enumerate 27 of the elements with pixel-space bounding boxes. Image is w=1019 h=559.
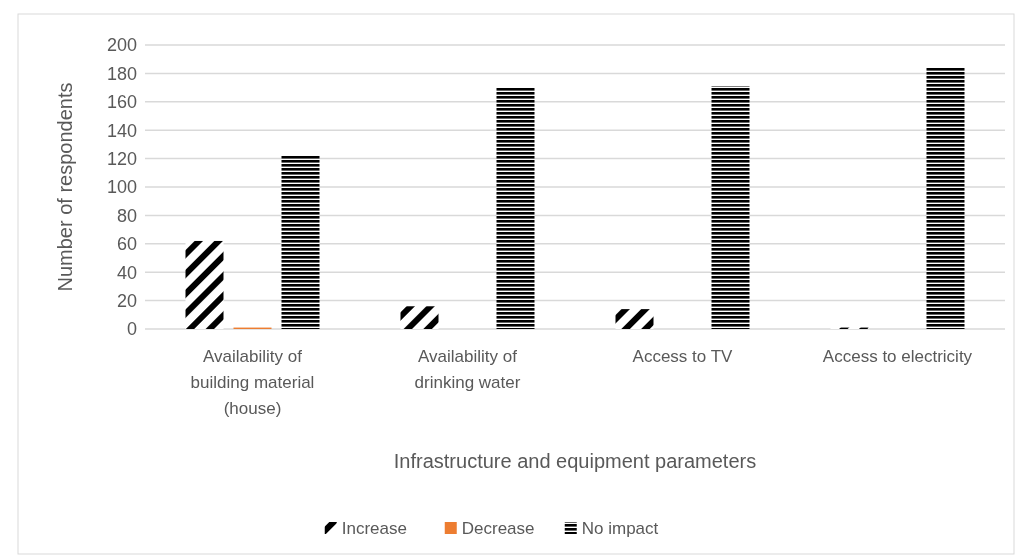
y-axis-title: Number of respondents (54, 82, 76, 292)
y-tick-label: 0 (126, 319, 137, 340)
bar (185, 240, 224, 329)
legend-label: Decrease (461, 518, 535, 538)
bar (926, 67, 965, 329)
y-tick-label: 80 (116, 205, 137, 226)
bar (615, 309, 654, 329)
bar (281, 155, 320, 329)
bar (496, 87, 535, 329)
bar (711, 86, 750, 329)
legend-label: Increase (341, 518, 407, 538)
y-tick-label: 140 (106, 120, 137, 141)
y-tick-label: 100 (106, 177, 137, 198)
x-tick-label: Availability of drinking water (414, 347, 521, 392)
y-tick-label: 60 (116, 234, 137, 255)
y-tick-label: 180 (106, 63, 137, 84)
y-tick-label: 200 (106, 35, 137, 56)
y-tick-label: 160 (106, 92, 137, 113)
x-tick-label: Access to TV (632, 347, 734, 366)
y-tick-label: 120 (106, 148, 137, 169)
x-tick-label: Access to electricity (822, 347, 973, 366)
x-tick-label: Availability of building material (house) (190, 347, 315, 418)
legend-label: No impact (581, 518, 659, 538)
bar (400, 306, 439, 329)
y-tick-label: 40 (116, 262, 137, 283)
y-tick-label: 20 (116, 290, 137, 311)
x-axis-title: Infrastructure and equipment parameters (393, 450, 757, 472)
